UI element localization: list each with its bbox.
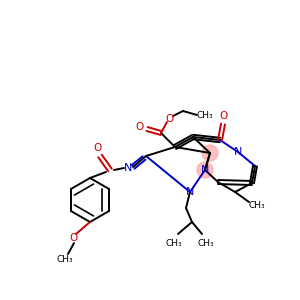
Text: O: O [70, 233, 78, 243]
Text: CH₃: CH₃ [249, 200, 265, 209]
Text: CH₃: CH₃ [198, 238, 214, 247]
Text: N: N [234, 147, 242, 157]
Text: N: N [201, 165, 209, 175]
Text: CH₃: CH₃ [197, 110, 213, 119]
Text: O: O [94, 143, 102, 153]
Text: CH₃: CH₃ [166, 238, 182, 247]
Text: O: O [165, 114, 173, 124]
Text: N: N [186, 187, 194, 197]
Circle shape [197, 162, 213, 178]
Text: O: O [220, 111, 228, 121]
Text: O: O [136, 122, 144, 132]
Text: N: N [124, 163, 132, 173]
Circle shape [202, 145, 218, 161]
Text: CH₃: CH₃ [57, 256, 73, 265]
